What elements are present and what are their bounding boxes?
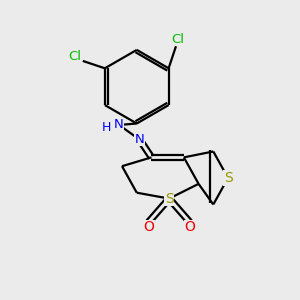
Text: O: O	[184, 220, 195, 234]
Text: N: N	[135, 133, 145, 146]
Text: Cl: Cl	[171, 33, 184, 46]
Text: S: S	[165, 192, 173, 206]
Text: O: O	[143, 220, 154, 234]
Text: N: N	[114, 118, 123, 131]
Text: H: H	[102, 122, 111, 134]
Text: Cl: Cl	[68, 50, 81, 63]
Text: S: S	[224, 171, 233, 185]
